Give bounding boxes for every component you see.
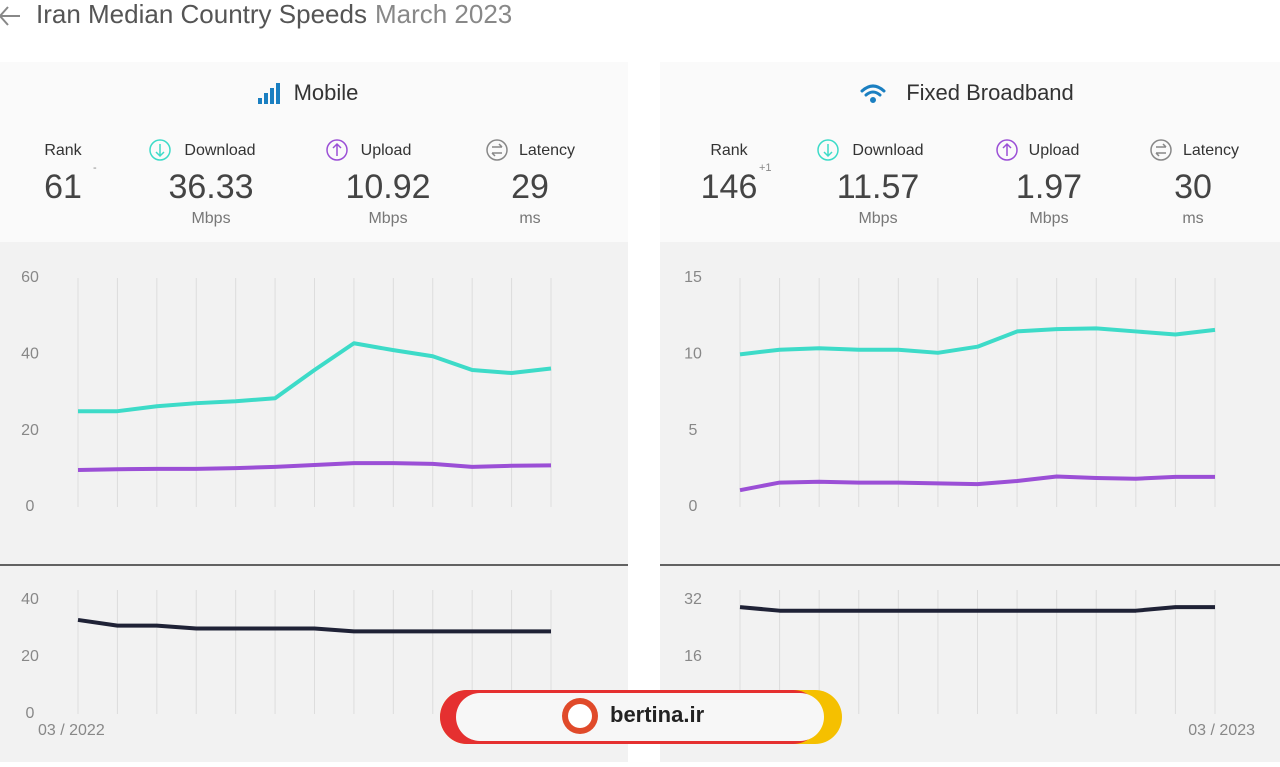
y-tick-label: 40 xyxy=(21,591,39,608)
stat-label: Upload xyxy=(1029,142,1080,159)
stat-icon xyxy=(486,139,508,161)
stat-icon-arrow xyxy=(1155,143,1167,157)
period: March 2023 xyxy=(375,0,512,29)
stat-icon-arrow xyxy=(491,143,503,157)
stat-value: 11.57 xyxy=(837,168,920,206)
stat-icon xyxy=(149,139,171,161)
stat-icon-arrow xyxy=(1002,142,1012,156)
stat-label: Download xyxy=(852,142,923,159)
page-title: Iran Median Country Speeds March 2023 xyxy=(36,0,512,29)
stats: Rank 61- Download 36.33 Mbps Upload 10.92 Mbps L… xyxy=(44,139,1239,227)
series-line xyxy=(739,474,1215,493)
y-tick-label: 0 xyxy=(26,705,35,722)
stat-label: Rank xyxy=(710,142,748,159)
stat-icon xyxy=(326,139,348,161)
stat-label: Upload xyxy=(361,142,412,159)
x-tick-label: 03 / 2023 xyxy=(1188,722,1255,739)
y-tick-label: 5 xyxy=(689,422,698,439)
series-line xyxy=(78,341,552,414)
series-line xyxy=(739,605,1215,613)
stat-value: 29 xyxy=(511,168,549,206)
stat-label: Rank xyxy=(44,142,82,159)
stat-value: 10.92 xyxy=(345,168,430,206)
wifi-icon xyxy=(860,84,886,103)
rank-change: - xyxy=(93,162,97,174)
y-tick-label: 20 xyxy=(21,422,39,439)
stat-label: Latency xyxy=(519,142,575,159)
y-tick-label: 0 xyxy=(26,498,35,515)
back-arrow[interactable] xyxy=(0,6,20,26)
stat-value: 61 xyxy=(44,168,82,206)
stat-value: 36.33 xyxy=(168,168,253,206)
series-line xyxy=(77,461,552,472)
stat-icon xyxy=(817,139,839,161)
y-tick-label: 40 xyxy=(21,346,39,363)
watermark: bertina.ir xyxy=(440,690,842,744)
y-tick-label: 16 xyxy=(684,648,702,665)
stat-icon-arrow xyxy=(155,144,165,158)
series-line xyxy=(739,326,1216,357)
y-tick-label: 0 xyxy=(689,498,698,515)
stat-unit: ms xyxy=(1182,210,1203,227)
stat-unit: Mbps xyxy=(191,210,230,227)
stat-unit: Mbps xyxy=(1029,210,1068,227)
stat-icon xyxy=(1150,139,1172,161)
stats-fixed xyxy=(660,62,1280,242)
series-line xyxy=(77,617,551,634)
stat-icon xyxy=(996,139,1018,161)
panel-title: Fixed Broadband xyxy=(906,80,1074,105)
title: Iran Median Country Speeds xyxy=(36,0,367,29)
y-tick-label: 10 xyxy=(684,346,702,363)
stat-value: 1.97 xyxy=(1016,168,1082,206)
y-tick-label: 32 xyxy=(684,591,702,608)
stat-icon-arrow xyxy=(332,142,342,156)
stat-label: Download xyxy=(184,142,255,159)
y-tick-label: 60 xyxy=(21,269,39,286)
stat-value: 146 xyxy=(701,168,758,206)
stat-icon-arrow xyxy=(823,144,833,158)
watermark-text: bertina.ir xyxy=(610,702,705,727)
rank-change: +1 xyxy=(759,162,772,174)
y-tick-label: 15 xyxy=(684,269,702,286)
stat-unit: Mbps xyxy=(368,210,407,227)
stats-mobile xyxy=(0,62,628,242)
stat-unit: ms xyxy=(519,210,540,227)
stat-label: Latency xyxy=(1183,142,1239,159)
panel-title: Mobile xyxy=(294,80,359,105)
stat-unit: Mbps xyxy=(858,210,897,227)
y-tick-label: 20 xyxy=(21,648,39,665)
stat-value: 30 xyxy=(1174,168,1212,206)
x-tick-label: 03 / 2022 xyxy=(38,722,105,739)
mobile-icon xyxy=(258,83,280,104)
